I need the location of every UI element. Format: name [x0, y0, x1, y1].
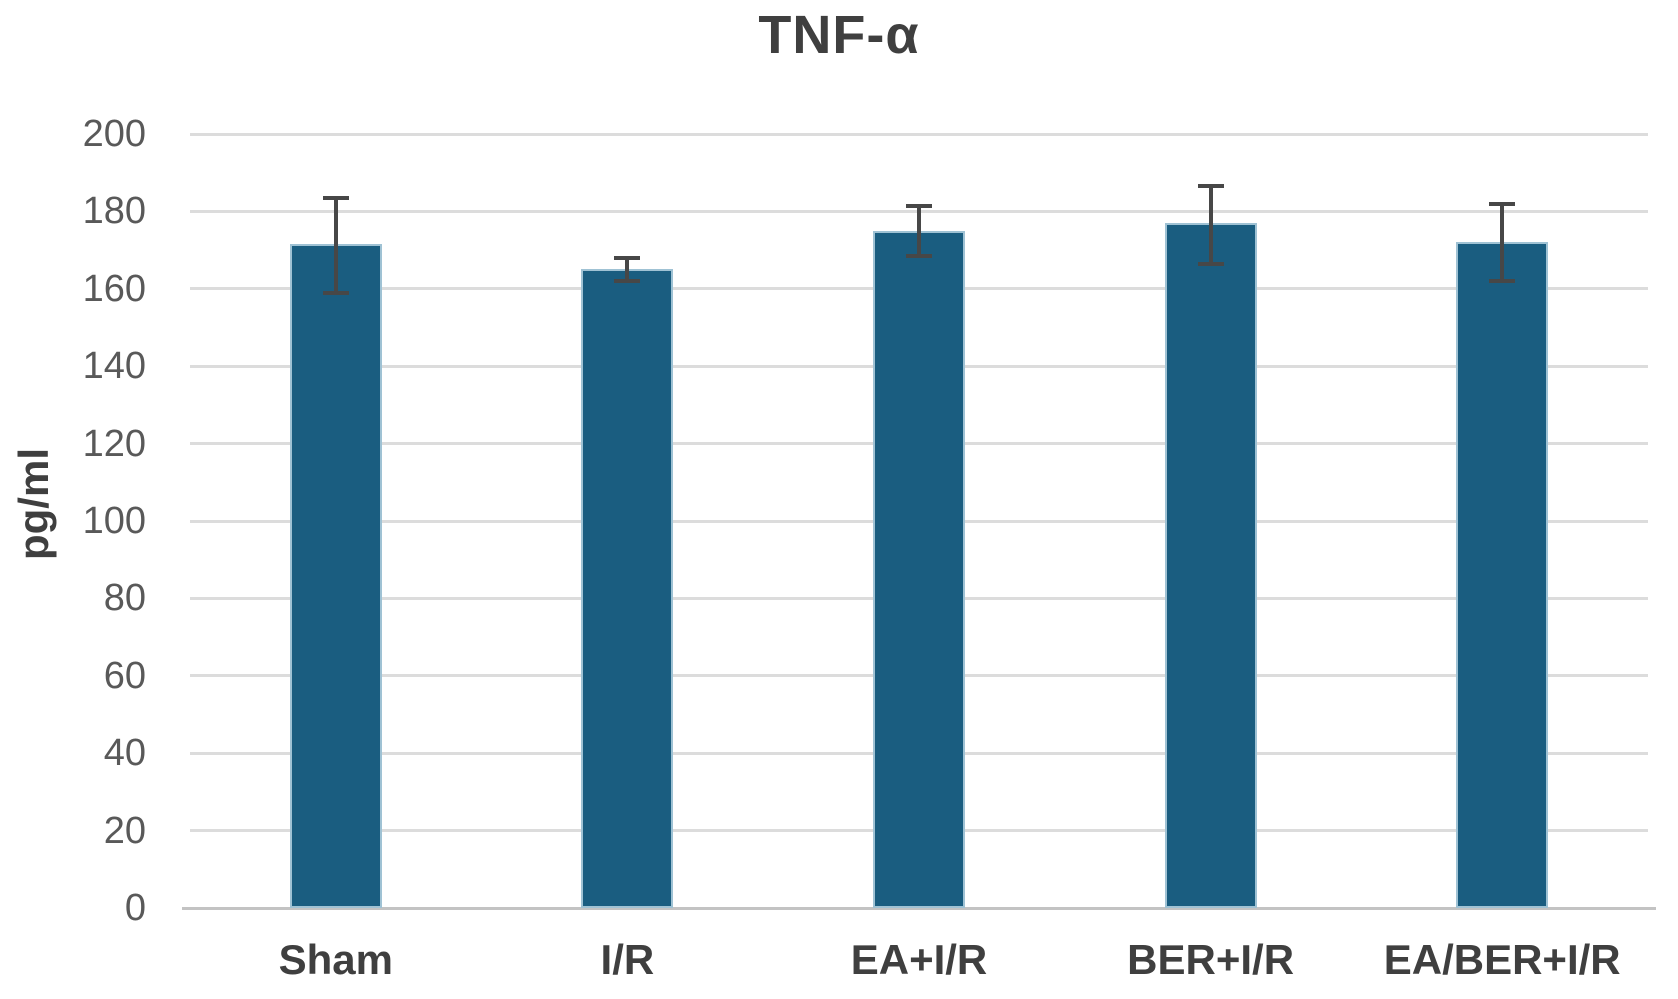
x-category-label: I/R	[600, 936, 655, 983]
bar	[1456, 242, 1549, 908]
bar	[289, 244, 382, 908]
y-tick-label: 80	[103, 577, 146, 620]
y-tick-label: 60	[103, 654, 146, 697]
y-tick-label: 180	[82, 190, 146, 233]
bar	[1164, 223, 1257, 908]
error-bar-line	[333, 197, 338, 293]
error-bar-cap-bottom	[614, 279, 641, 284]
error-bar-cap-bottom	[1489, 279, 1516, 284]
bar	[581, 269, 674, 908]
error-bar-cap-top	[1489, 201, 1516, 206]
x-category-label: BER+I/R	[1127, 936, 1295, 983]
x-category-label: EA/BER+I/R	[1383, 936, 1621, 983]
bar	[873, 230, 965, 908]
error-bar-cap-top	[906, 203, 932, 208]
x-category-label: EA+I/R	[850, 936, 988, 983]
error-bar-line	[1500, 203, 1505, 282]
error-bar-cap-bottom	[1197, 261, 1224, 266]
x-category-label: Sham	[278, 936, 393, 983]
y-tick-label: 40	[103, 732, 146, 775]
error-bar-cap-bottom	[906, 253, 932, 258]
error-bar-line	[625, 257, 630, 282]
y-tick-label: 120	[82, 422, 146, 465]
error-bar-line	[917, 205, 921, 256]
error-bar-cap-top	[322, 195, 349, 200]
chart-title: TNF-α	[758, 5, 920, 65]
y-tick-label: 0	[124, 887, 146, 929]
error-bar-cap-top	[1197, 184, 1224, 189]
gridline	[190, 132, 1648, 136]
error-bar-line	[1208, 186, 1213, 264]
x-axis-line	[182, 907, 1656, 910]
y-tick-label: 140	[82, 345, 146, 388]
y-tick-label: 20	[103, 809, 146, 852]
y-tick-label: 160	[82, 267, 146, 310]
y-tick-label: 100	[82, 500, 146, 542]
error-bar-cap-top	[614, 255, 641, 260]
y-tick-label: 200	[82, 113, 146, 155]
error-bar-cap-bottom	[322, 290, 349, 295]
